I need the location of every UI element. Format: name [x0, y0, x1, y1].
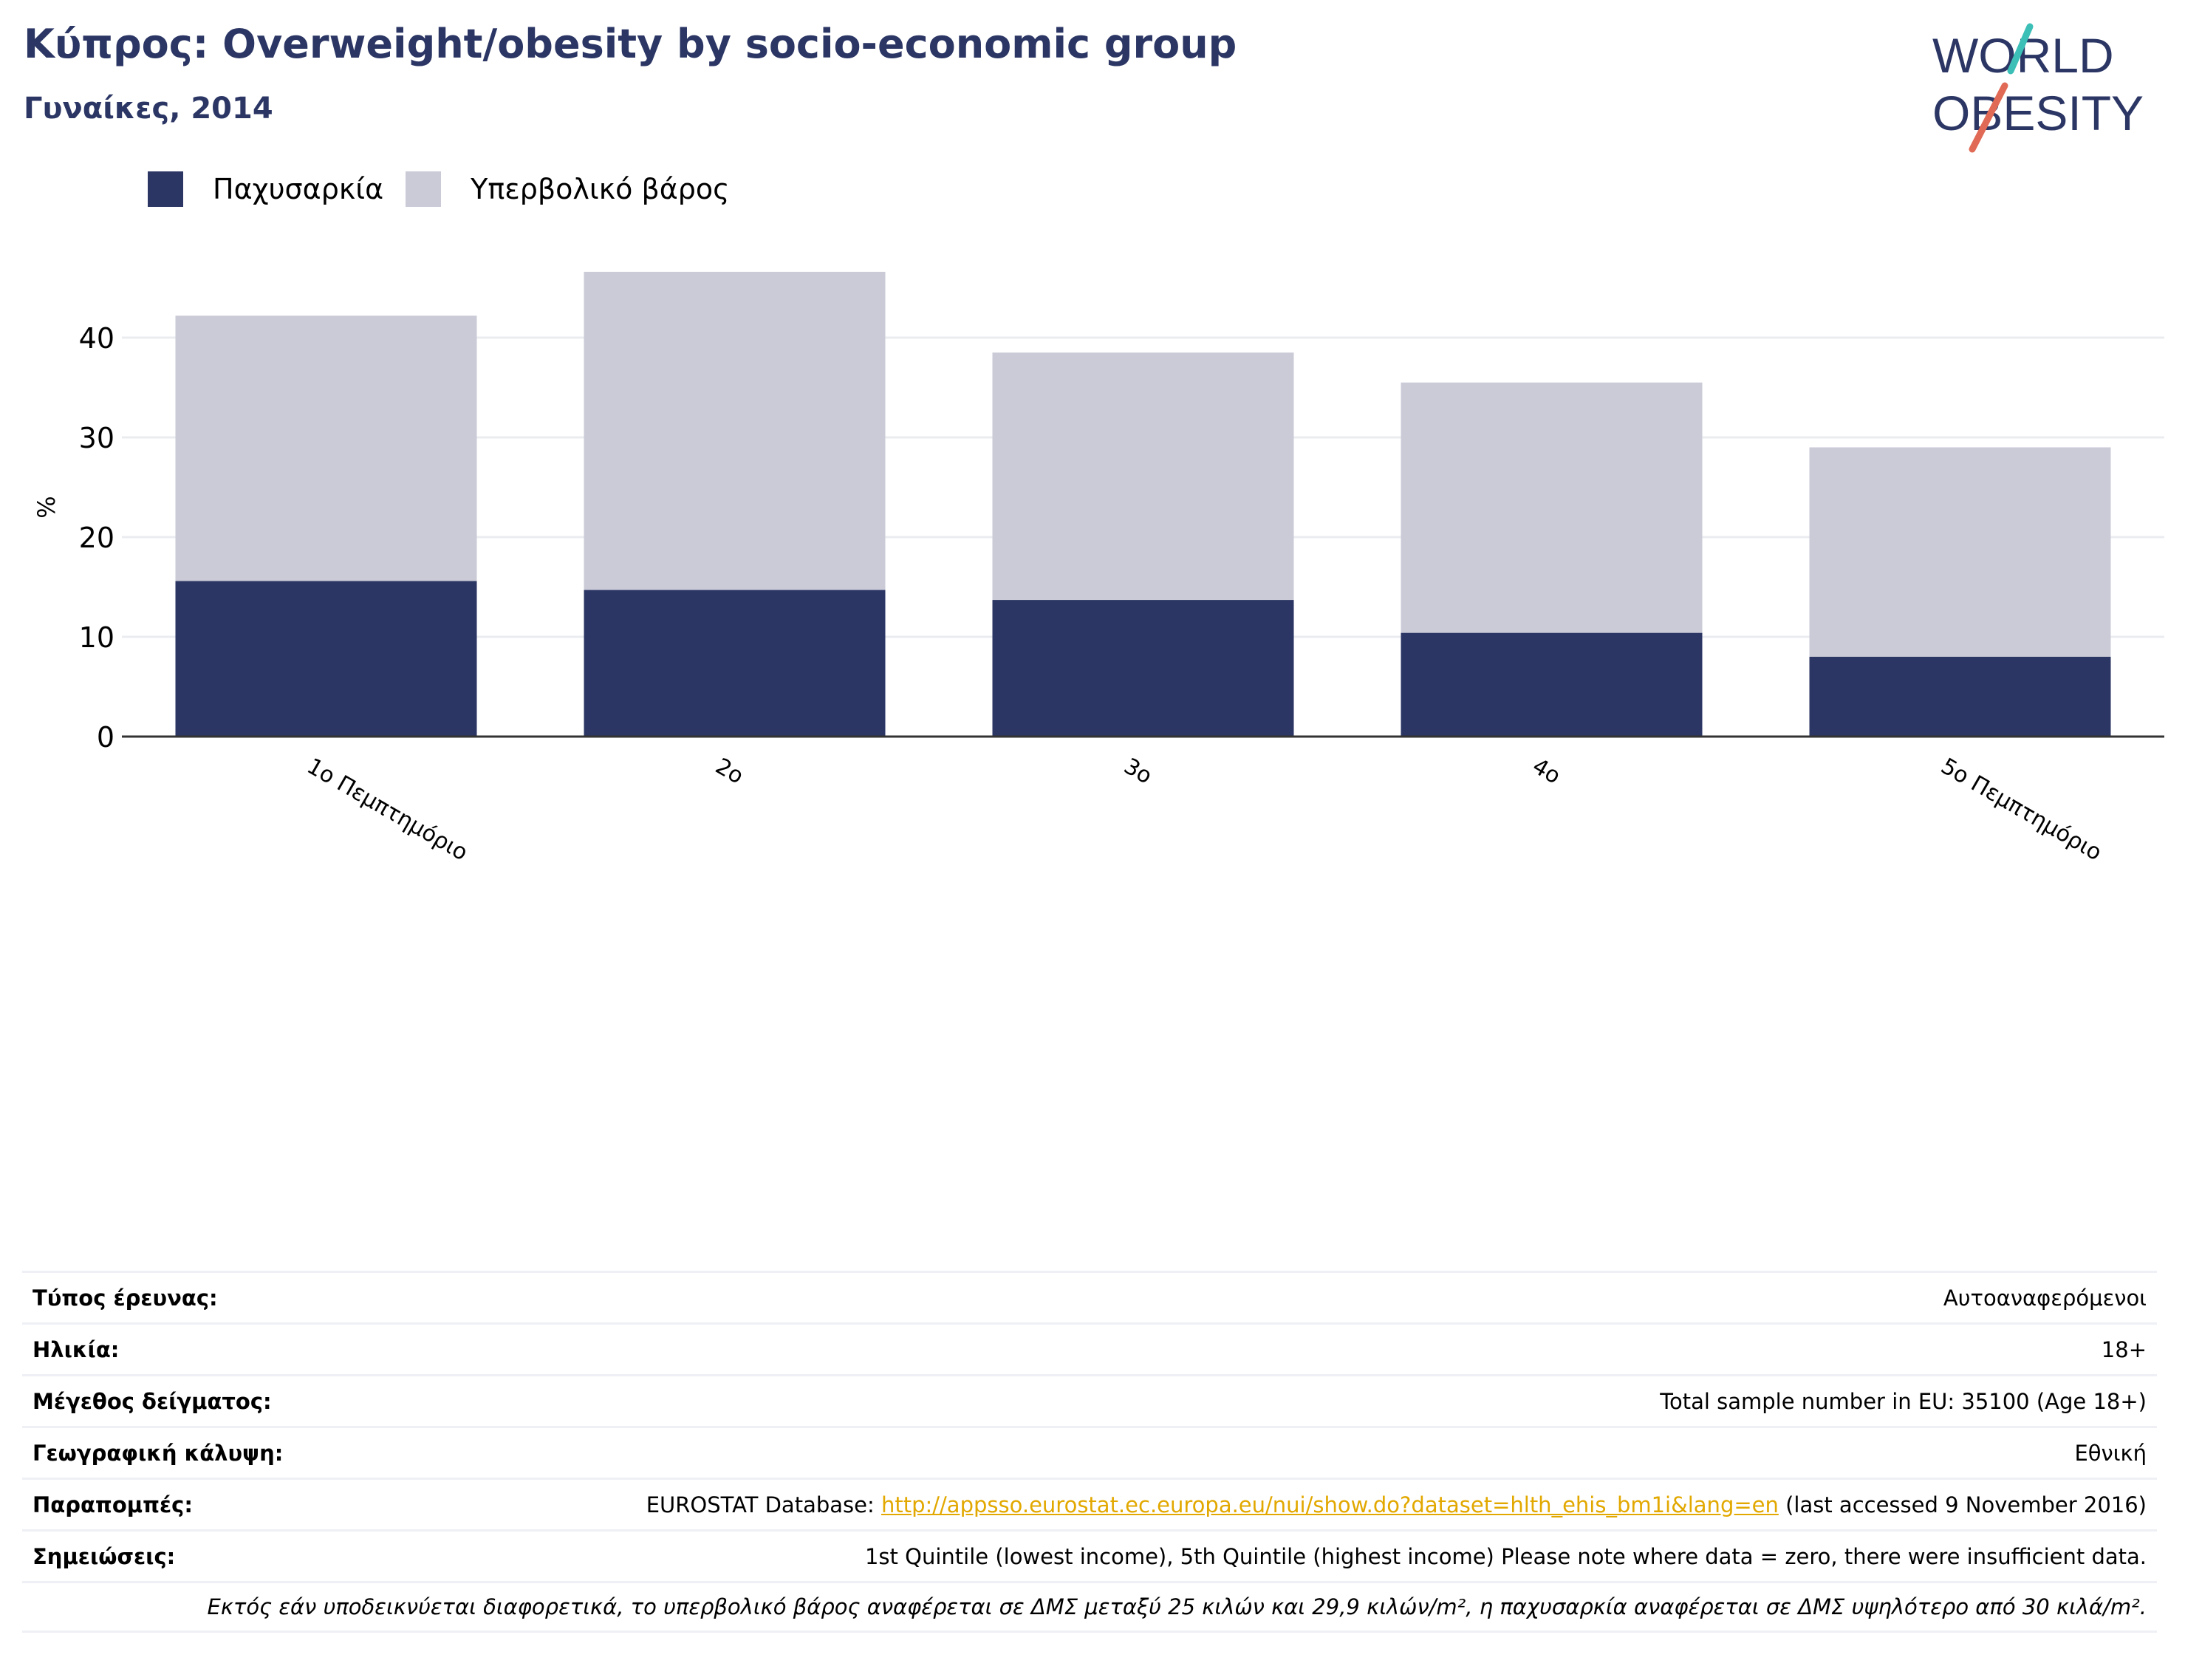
meta-value-survey-type: Αυτοαναφερόμενοι	[1943, 1285, 2147, 1311]
meta-value-notes: 1st Quintile (lowest income), 5th Quinti…	[864, 1543, 2147, 1569]
bar-overweight-2	[584, 271, 886, 590]
bar-obesity-3	[992, 600, 1294, 737]
x-tick-label-5: 5ο Πεμπτημόριο	[1937, 754, 2107, 867]
bar-obesity-4	[1401, 632, 1703, 737]
y-tick-label-10: 10	[79, 621, 114, 654]
meta-value-coverage: Εθνική	[2074, 1440, 2147, 1466]
reference-suffix: (last accessed 9 November 2016)	[1778, 1492, 2147, 1517]
world-obesity-logo: WORLD OBESITY	[1932, 23, 2144, 153]
y-tick-label-40: 40	[79, 322, 114, 355]
meta-label-coverage: Γεωγραφική κάλυψη:	[33, 1440, 284, 1466]
meta-row-references: Παραπομπές: EUROSTAT Database: http://ap…	[22, 1478, 2157, 1529]
bar-overweight-1	[175, 315, 477, 581]
meta-label-references: Παραπομπές:	[33, 1492, 193, 1517]
meta-value-sample-size: Total sample number in EU: 35100 (Age 18…	[1660, 1388, 2147, 1414]
meta-row-notes: Σημειώσεις: 1st Quintile (lowest income)…	[22, 1529, 2157, 1581]
bar-obesity-1	[175, 581, 477, 737]
meta-value-age: 18+	[2101, 1336, 2147, 1362]
metadata-table: Τύπος έρευνας: Αυτοαναφερόμενοι Ηλικία: …	[22, 1271, 2157, 1633]
y-tick-label-30: 30	[79, 422, 114, 454]
bar-overweight-4	[1401, 382, 1703, 633]
y-axis-label: %	[33, 496, 61, 518]
bar-overweight-3	[992, 352, 1294, 601]
chart-legend: Παχυσαρκία Υπερβολικό βάρος	[148, 168, 751, 210]
legend-label-obesity: Παχυσαρκία	[213, 173, 384, 205]
legend-swatch-obesity	[148, 171, 183, 207]
meta-label-notes: Σημειώσεις:	[33, 1543, 176, 1569]
chart-subtitle: Γυναίκες, 2014	[24, 92, 273, 126]
bar-obesity-2	[584, 590, 886, 737]
bar-overweight-5	[1809, 447, 2111, 657]
reference-prefix: EUROSTAT Database:	[646, 1492, 881, 1517]
legend-swatch-overweight	[406, 171, 442, 207]
eurostat-link[interactable]: http://appsso.eurostat.ec.europa.eu/nui/…	[881, 1492, 1779, 1517]
chart-title: Κύπρος: Overweight/obesity by socio-econ…	[24, 21, 1237, 67]
meta-row-age: Ηλικία: 18+	[22, 1322, 2157, 1374]
logo-slash-teal	[2007, 23, 2034, 75]
legend-item-overweight[interactable]: Υπερβολικό βάρος	[406, 171, 729, 207]
stacked-bar-chart: 0 10 20 30 40% 1ο Πεμπτημόριο 2ο 3ο 4ο 5ο Πεμπτημ…	[33, 271, 2164, 867]
meta-label-sample-size: Μέγεθος δείγματος:	[33, 1388, 272, 1414]
meta-value-references: EUROSTAT Database: http://appsso.eurosta…	[646, 1492, 2147, 1517]
meta-row-definition: Εκτός εάν υποδεικνύεται διαφορετικά, το …	[22, 1581, 2157, 1633]
legend-label-overweight: Υπερβολικό βάρος	[471, 173, 730, 205]
meta-row-sample-size: Μέγεθος δείγματος: Total sample number i…	[22, 1374, 2157, 1426]
legend-item-obesity[interactable]: Παχυσαρκία	[148, 171, 383, 207]
logo-slash-red	[1969, 82, 2008, 153]
x-tick-label-3: 3ο	[1120, 754, 1157, 790]
meta-row-coverage: Γεωγραφική κάλυψη: Εθνική	[22, 1426, 2157, 1478]
bar-obesity-5	[1809, 657, 2111, 737]
meta-row-survey-type: Τύπος έρευνας: Αυτοαναφερόμενοι	[22, 1271, 2157, 1322]
meta-label-age: Ηλικία:	[33, 1336, 120, 1362]
y-tick-label-20: 20	[79, 522, 114, 554]
x-tick-label-4: 4ο	[1528, 754, 1565, 790]
meta-label-survey-type: Τύπος έρευνας:	[33, 1285, 218, 1311]
y-tick-label-0: 0	[97, 721, 114, 754]
meta-value-definition: Εκτός εάν υποδεικνύεται διαφορετικά, το …	[207, 1594, 2147, 1619]
x-tick-label-2: 2ο	[711, 754, 748, 790]
x-tick-label-1: 1ο Πεμπτημόριο	[303, 754, 473, 867]
logo-text-obesity: OBESITY	[1932, 86, 2144, 140]
